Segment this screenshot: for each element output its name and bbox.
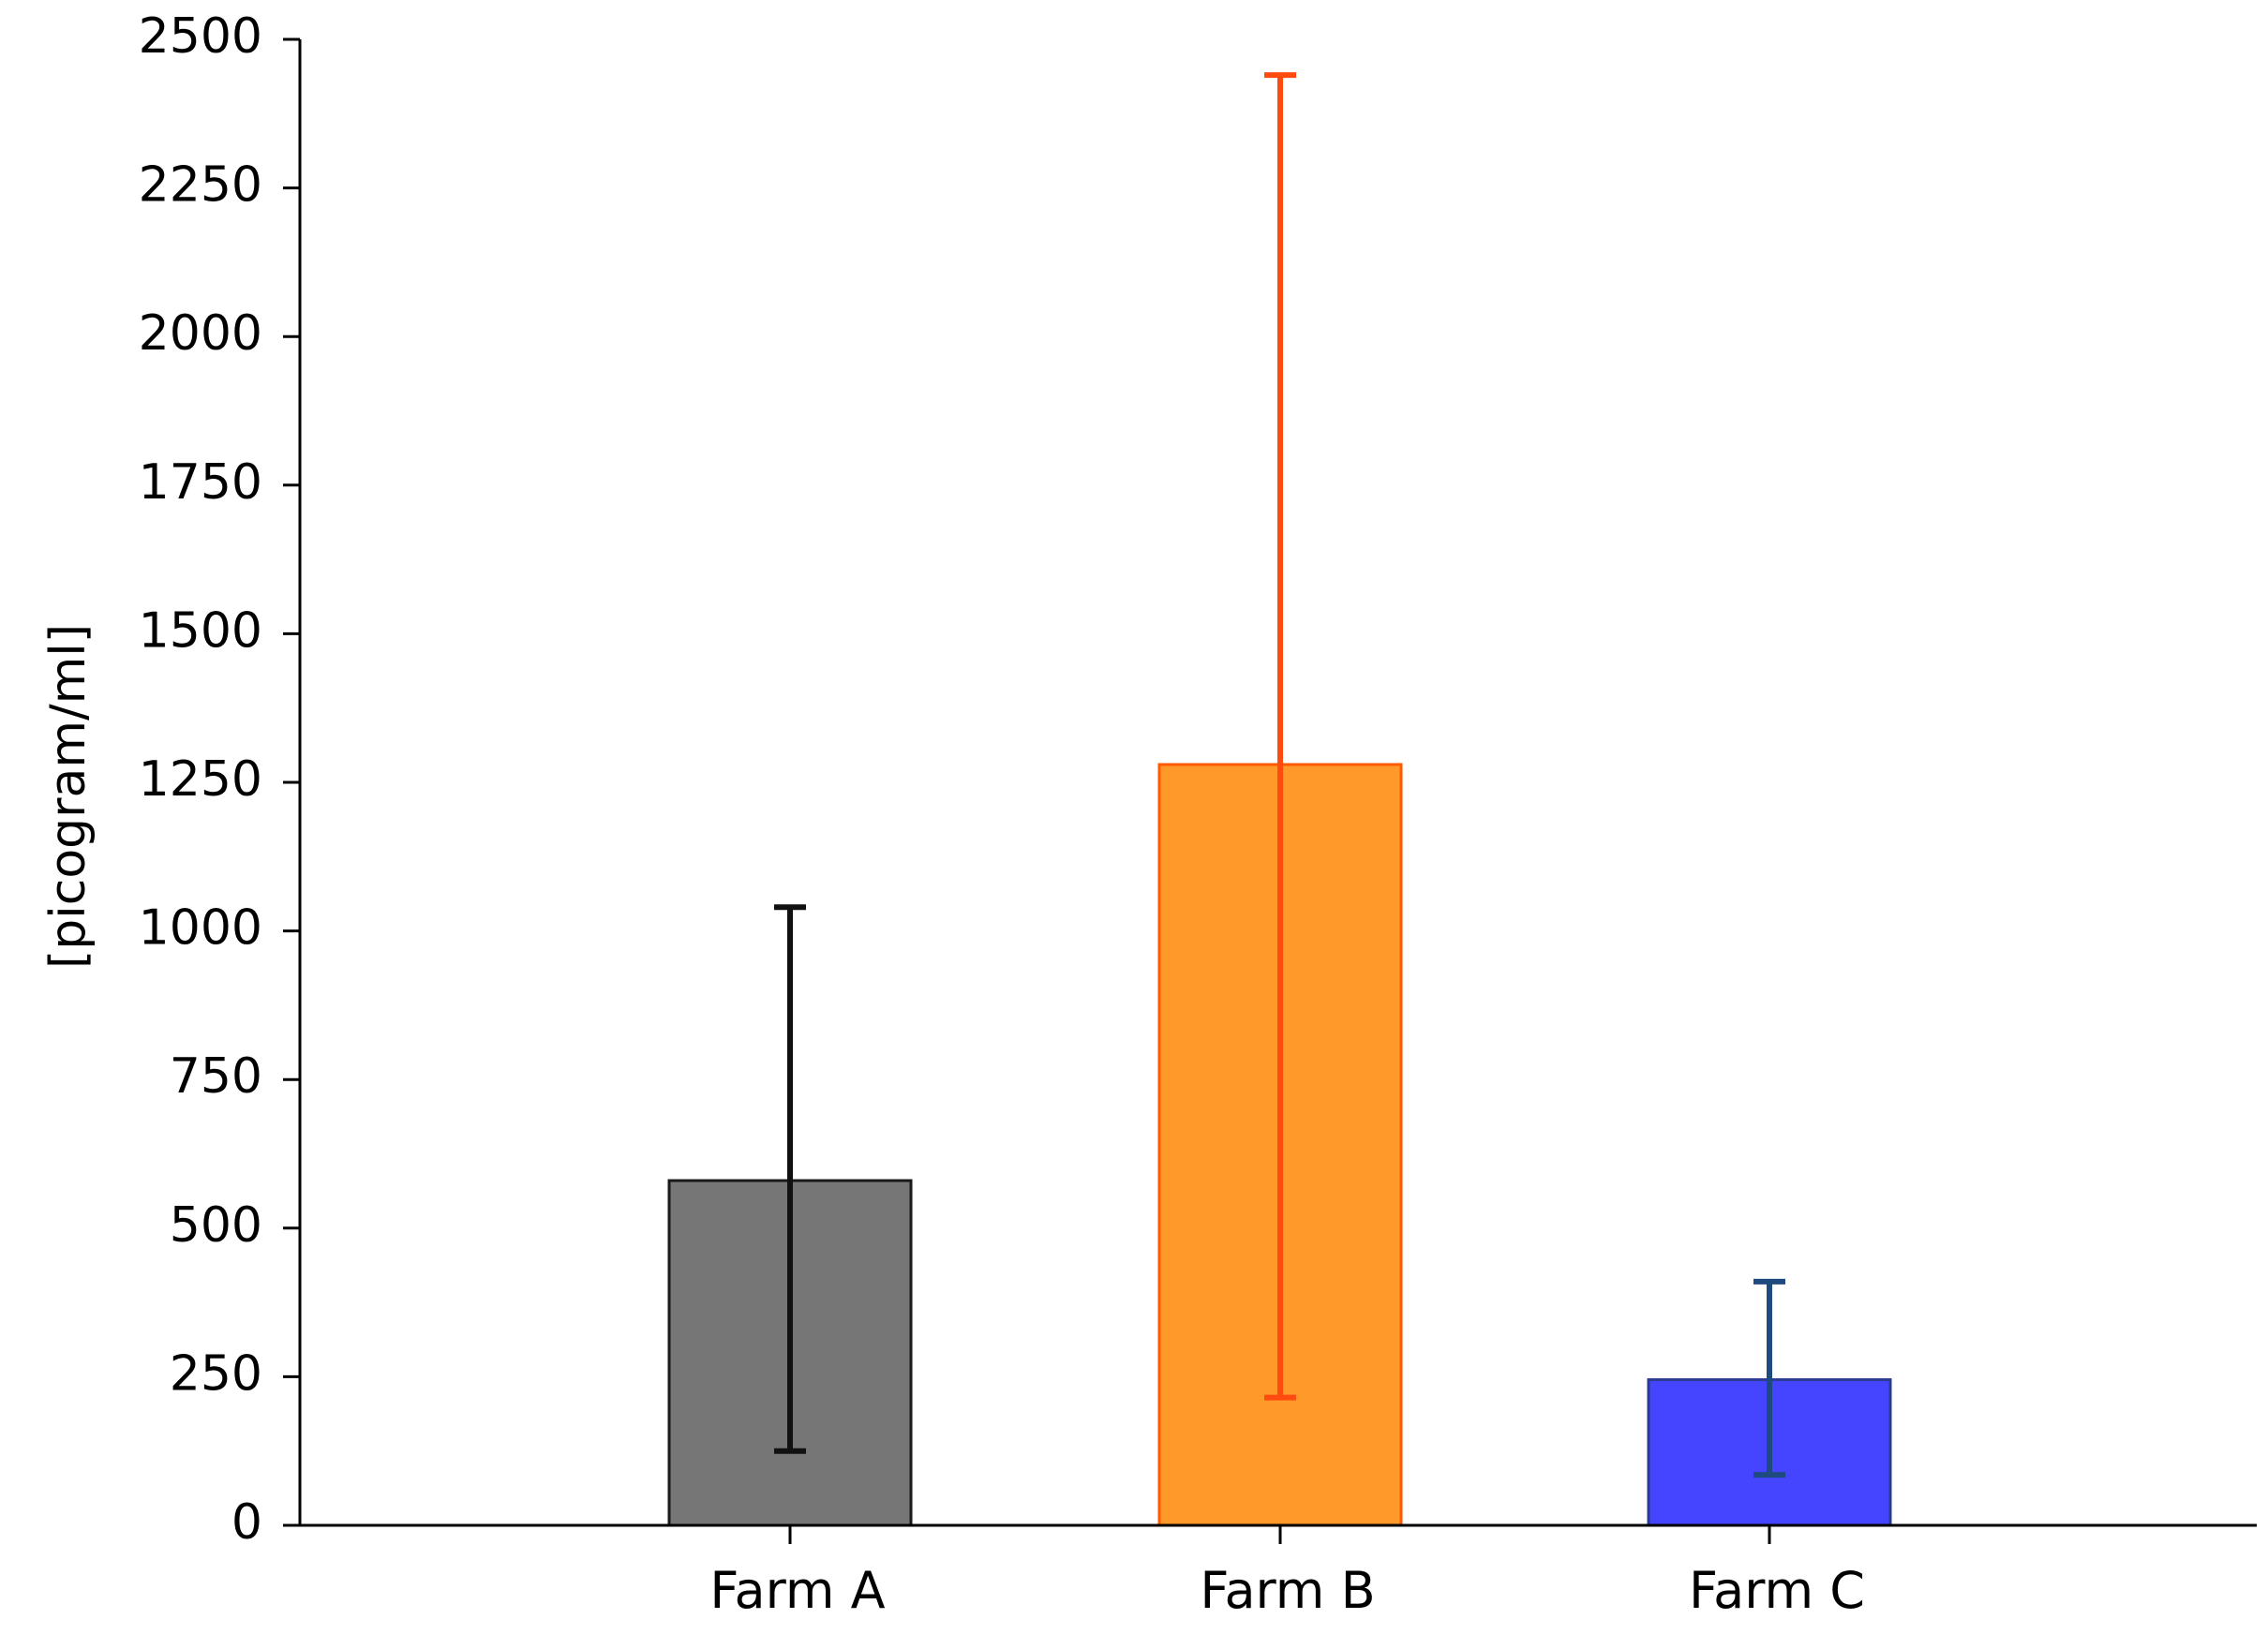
y-tick-label: 500 [170, 1197, 262, 1254]
x-tick-label: Farm B [1200, 1561, 1375, 1620]
y-tick-label: 1250 [139, 751, 262, 808]
y-tick-label: 2500 [139, 8, 262, 65]
x-tick-label: Farm C [1689, 1561, 1865, 1620]
y-axis-label: [picogram/ml] [40, 624, 97, 969]
error-bar-farm-a [774, 904, 806, 1454]
y-tick-label: 1750 [139, 454, 262, 511]
y-tick-label: 1000 [139, 900, 262, 957]
y-tick-label: 1500 [139, 602, 262, 659]
y-axis-ticks: 0 250 500 750 1000 1250 1500 1750 2000 2250 2500 [139, 8, 300, 1551]
error-bars [774, 72, 1785, 1478]
x-axis-labels: Farm A Farm B Farm C [709, 1561, 1865, 1620]
y-tick-label: 250 [170, 1345, 262, 1402]
y-tick-label: 750 [170, 1048, 262, 1105]
error-bar-farm-c [1753, 1278, 1785, 1478]
y-tick-label: 2250 [139, 157, 262, 214]
error-bar-farm-b [1264, 72, 1296, 1401]
y-tick-label: 0 [231, 1494, 262, 1551]
x-tick-label: Farm A [709, 1561, 885, 1620]
y-tick-label: 2000 [139, 305, 262, 362]
axes [298, 39, 2257, 1544]
